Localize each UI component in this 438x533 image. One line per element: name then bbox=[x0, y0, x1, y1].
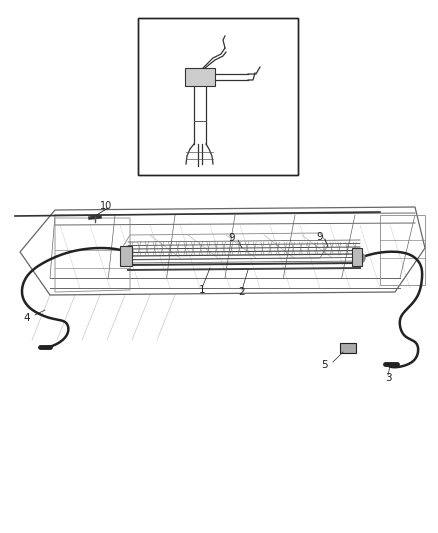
Bar bbox=[120, 246, 132, 266]
Circle shape bbox=[355, 253, 365, 263]
Text: 1: 1 bbox=[199, 285, 205, 295]
Text: 4: 4 bbox=[24, 313, 30, 323]
Bar bbox=[352, 248, 362, 266]
Text: 3: 3 bbox=[385, 373, 391, 383]
Text: 5: 5 bbox=[321, 360, 328, 370]
Bar bbox=[138, 18, 298, 175]
Text: 10: 10 bbox=[100, 201, 112, 211]
Bar bbox=[138, 18, 298, 175]
Text: 9: 9 bbox=[317, 232, 323, 242]
Bar bbox=[340, 343, 356, 353]
Text: 9: 9 bbox=[229, 233, 235, 243]
Bar bbox=[185, 68, 215, 86]
Text: 2: 2 bbox=[239, 287, 245, 297]
Circle shape bbox=[123, 247, 133, 257]
